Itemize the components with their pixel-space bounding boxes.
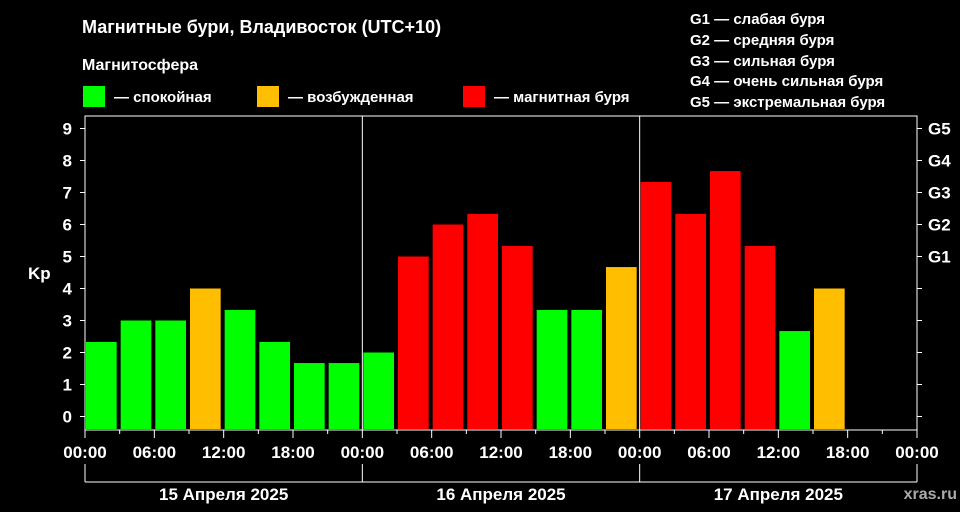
x-tick-label: 00:00 xyxy=(618,443,661,462)
legend-label-storm: — магнитная буря xyxy=(494,89,630,106)
kp-bar xyxy=(363,352,394,429)
kp-bar xyxy=(224,309,256,429)
y-tick-label: 9 xyxy=(63,120,72,139)
y-tick-label: 4 xyxy=(63,280,73,299)
watermark: xras.ru xyxy=(904,486,957,503)
chart-title: Магнитные бури, Владивосток (UTC+10) xyxy=(82,17,441,37)
y-tick-label: 5 xyxy=(63,248,72,267)
x-tick-label: 12:00 xyxy=(202,443,245,462)
kp-bar xyxy=(536,309,568,429)
kp-bar xyxy=(328,363,360,429)
storm-scale-g4: G4 — очень сильная буря xyxy=(690,73,883,90)
legend-swatch-quiet xyxy=(83,86,105,107)
storm-level-label: G3 xyxy=(928,184,951,203)
y-tick-label: 7 xyxy=(63,184,72,203)
kp-bar xyxy=(467,213,498,429)
y-tick-label: 6 xyxy=(63,216,72,235)
storm-level-label: G5 xyxy=(928,120,951,139)
legend-label-quiet: — спокойная xyxy=(114,89,212,106)
legend-swatch-active xyxy=(257,86,279,107)
kp-bar xyxy=(779,331,810,429)
x-tick-label: 00:00 xyxy=(63,443,106,462)
kp-bar xyxy=(294,363,325,429)
y-tick-label: 8 xyxy=(63,152,72,171)
kp-bar xyxy=(675,213,706,429)
y-tick-label: 0 xyxy=(63,408,72,427)
storm-scale: G1 — слабая буря G2 — средняя буря G3 — … xyxy=(690,11,885,111)
storm-scale-g2: G2 — средняя буря xyxy=(690,32,834,49)
date-label: 16 Апреля 2025 xyxy=(436,485,565,504)
kp-bar xyxy=(502,245,533,429)
kp-bar xyxy=(398,256,429,429)
y-axis-label: Kp xyxy=(28,264,51,283)
storm-level-label: G4 xyxy=(928,152,951,171)
y-tick-label: 3 xyxy=(63,312,72,331)
date-label: 17 Апреля 2025 xyxy=(714,485,843,504)
kp-bar xyxy=(571,309,602,429)
kp-bar xyxy=(744,245,776,429)
x-tick-label: 12:00 xyxy=(757,443,800,462)
y-tick-label: 2 xyxy=(63,344,72,363)
x-tick-label: 18:00 xyxy=(271,443,314,462)
storm-scale-g5: G5 — экстремальная буря xyxy=(690,94,885,111)
legend: — спокойная — возбужденная — магнитная б… xyxy=(83,86,630,107)
kp-bar xyxy=(606,267,637,429)
kp-bar xyxy=(155,320,186,429)
x-tick-label: 06:00 xyxy=(687,443,730,462)
y-tick-label: 1 xyxy=(63,376,72,395)
legend-swatch-storm xyxy=(463,86,485,107)
storm-level-label: G2 xyxy=(928,216,951,235)
kp-bar xyxy=(710,171,741,429)
storm-scale-g1: G1 — слабая буря xyxy=(690,11,825,28)
kp-bar xyxy=(190,288,221,429)
legend-heading: Магнитосфера xyxy=(82,57,198,74)
kp-bar xyxy=(259,341,290,429)
x-tick-label: 00:00 xyxy=(895,443,938,462)
plot-area: 0 1 2 3 4 5 6 7 8 9 G1 G2 G3 G4 G5 00:00 06:00 12:00 18:00… xyxy=(63,115,951,504)
x-tick-label: 18:00 xyxy=(549,443,592,462)
x-tick-label: 12:00 xyxy=(479,443,522,462)
kp-bar xyxy=(86,341,117,429)
x-tick-label: 18:00 xyxy=(826,443,869,462)
kp-bar xyxy=(640,181,672,429)
x-tick-label: 06:00 xyxy=(133,443,176,462)
storm-level-label: G1 xyxy=(928,248,951,267)
x-tick-label: 00:00 xyxy=(341,443,384,462)
legend-label-active: — возбужденная xyxy=(288,89,414,106)
kp-bar xyxy=(120,320,152,429)
date-label: 15 Апреля 2025 xyxy=(159,485,288,504)
x-tick-label: 06:00 xyxy=(410,443,453,462)
kp-bar xyxy=(432,224,464,429)
kp-bar xyxy=(814,288,845,429)
storm-scale-g3: G3 — сильная буря xyxy=(690,53,835,70)
